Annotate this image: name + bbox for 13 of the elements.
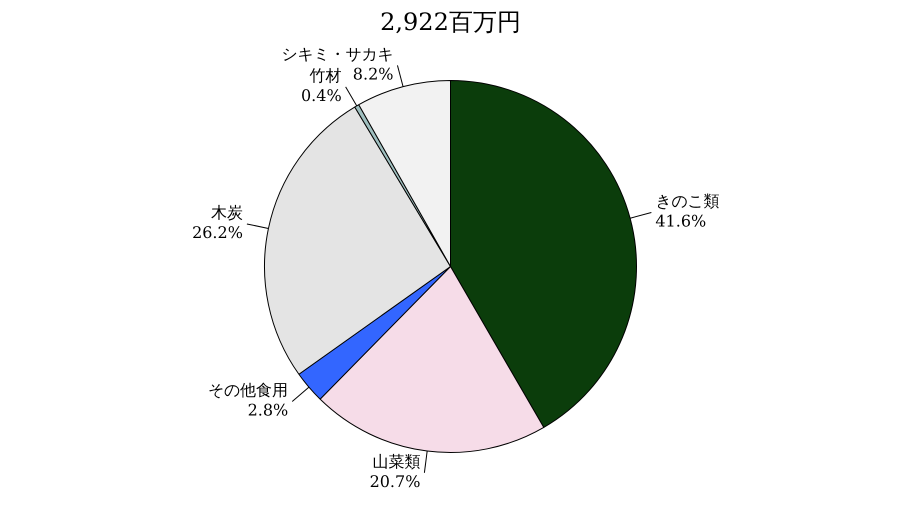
slice-label: その他食用 [208, 380, 288, 400]
chart-title: 2,922百万円 [379, 7, 522, 38]
data-label: 26.2% [192, 223, 243, 242]
slice-label: きのこ類 [655, 192, 720, 211]
slice-label: 山菜類 [372, 452, 420, 472]
data-label: 20.7% [370, 472, 420, 492]
data-label: 8.2% [352, 64, 394, 84]
slice-label: シキミ・サカキ [281, 44, 394, 64]
data-label: 2.8% [248, 400, 288, 420]
data-label: 0.4% [300, 86, 342, 106]
slice-label: 木炭 [210, 203, 243, 222]
slice-label: 竹材 [310, 66, 342, 86]
data-label: 41.6% [655, 212, 706, 231]
